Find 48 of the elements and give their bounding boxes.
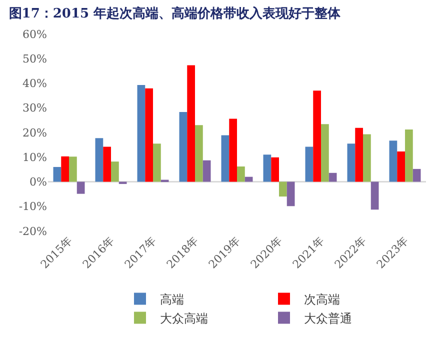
bar: [328, 172, 337, 182]
bar: [347, 144, 356, 182]
bar: [76, 182, 85, 194]
y-tick-label: 0%: [30, 176, 47, 189]
y-tick-label: 30%: [22, 102, 47, 115]
bar: [405, 130, 413, 182]
bar: [279, 182, 287, 197]
bar: [363, 134, 371, 182]
bar: [195, 125, 203, 182]
bar: [53, 166, 62, 182]
bar: [179, 112, 188, 182]
bar: [263, 154, 272, 182]
bar: [389, 140, 398, 182]
bar: [286, 182, 295, 206]
y-tick-label: -20%: [18, 224, 47, 238]
bar: [412, 168, 421, 182]
bar: [271, 157, 279, 182]
bar: [61, 156, 69, 182]
bar: [111, 162, 119, 182]
bar: [69, 156, 77, 182]
bar: [137, 84, 146, 182]
y-tick-label: -10%: [18, 200, 47, 214]
bar: [103, 146, 111, 182]
y-tick-label: 10%: [22, 150, 47, 164]
legend-label: 大众高端: [160, 311, 208, 326]
bar: [397, 151, 405, 182]
bar: [153, 144, 161, 182]
y-tick-label: 40%: [22, 77, 47, 90]
y-tick-label: 20%: [22, 126, 47, 140]
y-tick-label: 50%: [22, 52, 47, 66]
chart-title: 图17：2015 年起次高端、高端价格带收入表现好于整体: [8, 6, 342, 22]
bar: [321, 124, 329, 182]
bar: [370, 182, 379, 210]
bar: [145, 88, 153, 182]
bar: [237, 166, 245, 182]
legend-label: 大众普通: [304, 311, 352, 326]
legend-label: 高端: [160, 292, 184, 306]
bar: [95, 138, 104, 182]
bar: [305, 146, 314, 182]
bar: [313, 90, 321, 182]
bar: [187, 65, 195, 182]
bar: [355, 128, 363, 182]
legend-label: 次高端: [304, 292, 340, 306]
bar: [221, 135, 230, 182]
bar: [202, 160, 211, 182]
bar: [229, 118, 237, 182]
y-tick-label: 60%: [22, 28, 47, 41]
bar: [244, 176, 253, 182]
